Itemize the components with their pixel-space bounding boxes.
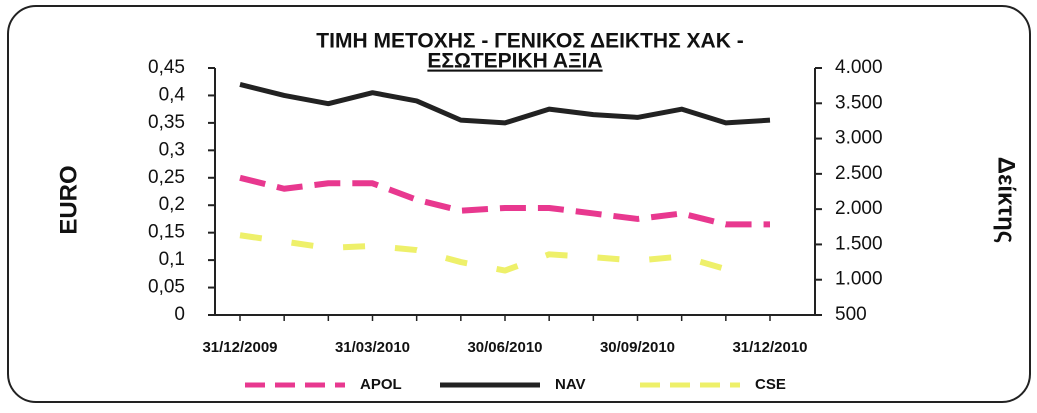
- y-tick-label: 0,3: [159, 139, 185, 160]
- y-tick-label: 0,2: [159, 194, 185, 215]
- series-line: [239, 232, 727, 274]
- y2-tick-label: 1.000: [835, 269, 883, 290]
- series-line: [239, 82, 771, 126]
- legend-label: NAV: [555, 376, 586, 393]
- y2-tick-label: 1.500: [835, 233, 883, 254]
- frame: [7, 5, 1031, 403]
- y-tick-label: 0,05: [148, 277, 185, 298]
- y-tick-label: 0,45: [148, 57, 185, 78]
- y2-tick-label: 3.500: [835, 92, 883, 113]
- legend-label: CSE: [755, 376, 786, 393]
- y2-tick-label: 3.000: [835, 128, 883, 149]
- y-axis-label: EURO: [55, 165, 82, 234]
- y2-tick-label: 2.500: [835, 163, 883, 184]
- legend-label: APOL: [360, 376, 402, 393]
- y-tick-label: 0,1: [159, 249, 185, 270]
- y2-tick-label: 500: [835, 304, 867, 325]
- y-tick-label: 0,35: [148, 112, 185, 133]
- y2-tick-label: 2.000: [835, 198, 883, 219]
- y2-axis-label: Δείκτης: [993, 157, 1020, 244]
- series-line: [239, 174, 770, 228]
- chart-title: ΕΣΩΤΕΡΙΚΗ ΑΞΙΑ: [427, 50, 602, 73]
- y-tick-label: 0,4: [159, 84, 186, 105]
- y-tick-label: 0,15: [148, 222, 185, 243]
- x-tick-label: 30/06/2010: [467, 339, 542, 356]
- x-tick-label: 31/12/2010: [732, 339, 807, 356]
- y-tick-label: 0,25: [148, 167, 185, 188]
- y-tick-label: 0: [174, 304, 185, 325]
- y2-tick-label: 4.000: [835, 57, 883, 78]
- x-tick-label: 31/12/2009: [202, 339, 277, 356]
- chart-title: ΤΙΜΗ ΜΕΤΟΧΗΣ - ΓΕΝΙΚΟΣ ΔΕΙΚΤΗΣ ΧΑΚ -: [316, 30, 743, 53]
- x-tick-label: 30/09/2010: [600, 339, 675, 356]
- x-tick-label: 31/03/2010: [335, 339, 410, 356]
